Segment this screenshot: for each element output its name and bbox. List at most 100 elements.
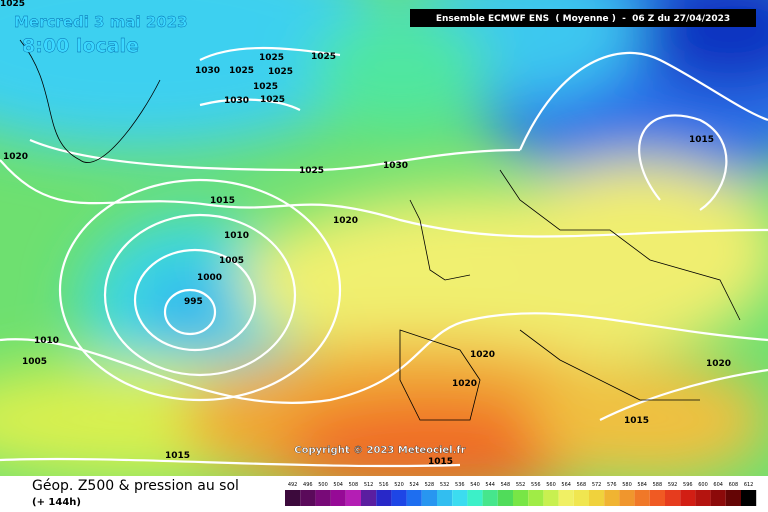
isobar-label: 1025 bbox=[260, 95, 285, 105]
copyright: Copyright © 2023 Meteociel.fr bbox=[294, 445, 465, 456]
legend-label: 544 bbox=[485, 482, 495, 488]
legend-label: 612 bbox=[744, 482, 754, 488]
isobar-label: 1015 bbox=[689, 135, 714, 145]
isobar-label: 1020 bbox=[706, 359, 731, 369]
legend-swatch bbox=[285, 490, 301, 506]
isobar-label: 1025 bbox=[268, 67, 293, 77]
legend-swatch bbox=[482, 490, 498, 506]
isobar-label: 1000 bbox=[197, 273, 222, 283]
legend-label: 532 bbox=[440, 482, 450, 488]
legend-label: 556 bbox=[531, 482, 541, 488]
legend-label: 568 bbox=[577, 482, 587, 488]
isobar-label: 1025 bbox=[299, 166, 324, 176]
legend-swatch bbox=[634, 490, 650, 506]
isobar-label: 1010 bbox=[34, 336, 59, 346]
legend-swatch bbox=[543, 490, 559, 506]
legend-label: 500 bbox=[318, 482, 328, 488]
isobar-label: 1005 bbox=[22, 357, 47, 367]
legend-label: 592 bbox=[668, 482, 678, 488]
legend-label: 596 bbox=[683, 482, 693, 488]
legend-swatch bbox=[680, 490, 696, 506]
legend-swatch bbox=[300, 490, 316, 506]
isobar-label: 1010 bbox=[224, 231, 249, 241]
isobar-label: 1030 bbox=[383, 161, 408, 171]
isobar-label: 1015 bbox=[210, 196, 235, 206]
legend-label: 608 bbox=[729, 482, 739, 488]
legend-swatch bbox=[695, 490, 711, 506]
legend-label: 504 bbox=[333, 482, 343, 488]
legend-swatch bbox=[452, 490, 468, 506]
isobar-label: 1020 bbox=[3, 152, 28, 162]
legend-label: 552 bbox=[516, 482, 526, 488]
isobar-label: 1020 bbox=[470, 350, 495, 360]
isobar-label: 1005 bbox=[219, 256, 244, 266]
legend-swatch bbox=[573, 490, 589, 506]
legend-swatch bbox=[361, 490, 377, 506]
isobar-label: 1025 bbox=[0, 0, 25, 9]
legend-swatch bbox=[421, 490, 437, 506]
legend-swatch bbox=[589, 490, 605, 506]
legend-swatch bbox=[665, 490, 681, 506]
legend-label: 584 bbox=[637, 482, 647, 488]
legend-label: 580 bbox=[622, 482, 632, 488]
legend-label: 512 bbox=[364, 482, 374, 488]
isobar-label: 995 bbox=[184, 297, 203, 307]
legend-label: 492 bbox=[288, 482, 298, 488]
legend-label: 604 bbox=[713, 482, 723, 488]
run-box bbox=[410, 9, 756, 27]
legend-swatch bbox=[345, 490, 361, 506]
isobar-label: 1015 bbox=[165, 451, 190, 461]
legend-swatch bbox=[513, 490, 529, 506]
isobar-label: 1025 bbox=[259, 53, 284, 63]
legend-swatch bbox=[741, 490, 757, 506]
isobar-label: 1025 bbox=[229, 66, 254, 76]
legend-label: 572 bbox=[592, 482, 602, 488]
isobar-label: 1025 bbox=[311, 52, 336, 62]
time: 8:00 locale bbox=[22, 35, 139, 57]
isobar-label: 1015 bbox=[428, 457, 453, 467]
legend-swatch bbox=[467, 490, 483, 506]
legend-swatch bbox=[710, 490, 726, 506]
legend-label: 528 bbox=[425, 482, 435, 488]
isobar-label: 1030 bbox=[224, 96, 249, 106]
legend-swatch bbox=[391, 490, 407, 506]
isobar-label: 1025 bbox=[253, 82, 278, 92]
legend-swatch bbox=[619, 490, 635, 506]
footer-title: Géop. Z500 & pression au sol bbox=[32, 478, 239, 494]
isobar-label: 1020 bbox=[333, 216, 358, 226]
legend-swatch bbox=[330, 490, 346, 506]
isobar-label: 1015 bbox=[624, 416, 649, 426]
legend-label: 508 bbox=[349, 482, 359, 488]
legend-label: 496 bbox=[303, 482, 313, 488]
footer-lead: (+ 144h) bbox=[32, 497, 81, 508]
field bbox=[0, 0, 768, 476]
isobar-label: 1020 bbox=[452, 379, 477, 389]
legend-label: 576 bbox=[607, 482, 617, 488]
legend-swatch bbox=[649, 490, 665, 506]
date: Mercredi 3 mai 2023 bbox=[14, 13, 188, 31]
legend-label: 540 bbox=[470, 482, 480, 488]
legend-label: 560 bbox=[546, 482, 556, 488]
legend-label: 564 bbox=[561, 482, 571, 488]
legend-swatch bbox=[437, 490, 453, 506]
legend-label: 600 bbox=[698, 482, 708, 488]
colorbar: 492 496 500 504 508 512 516 520 524 528 532 536 540 5… bbox=[285, 482, 757, 506]
legend-swatch bbox=[497, 490, 513, 506]
legend-swatch bbox=[725, 490, 741, 506]
legend-swatch bbox=[315, 490, 331, 506]
legend-swatch bbox=[376, 490, 392, 506]
legend-label: 524 bbox=[409, 482, 419, 488]
legend-swatch bbox=[604, 490, 620, 506]
legend-label: 516 bbox=[379, 482, 389, 488]
legend-label: 536 bbox=[455, 482, 465, 488]
legend-swatch bbox=[406, 490, 422, 506]
isobar-label: 1030 bbox=[195, 66, 220, 76]
legend-label: 588 bbox=[653, 482, 663, 488]
run-info: Ensemble ECMWF ENS ( Moyenne ) - 06 Z du… bbox=[436, 14, 730, 24]
legend-label: 520 bbox=[394, 482, 404, 488]
isobar-labels: 1025 1030 1025 1025 1025 1025 1025 1030 1025 1020… bbox=[0, 0, 731, 467]
legend-swatch bbox=[558, 490, 574, 506]
legend-label: 548 bbox=[501, 482, 511, 488]
legend-swatch bbox=[528, 490, 544, 506]
